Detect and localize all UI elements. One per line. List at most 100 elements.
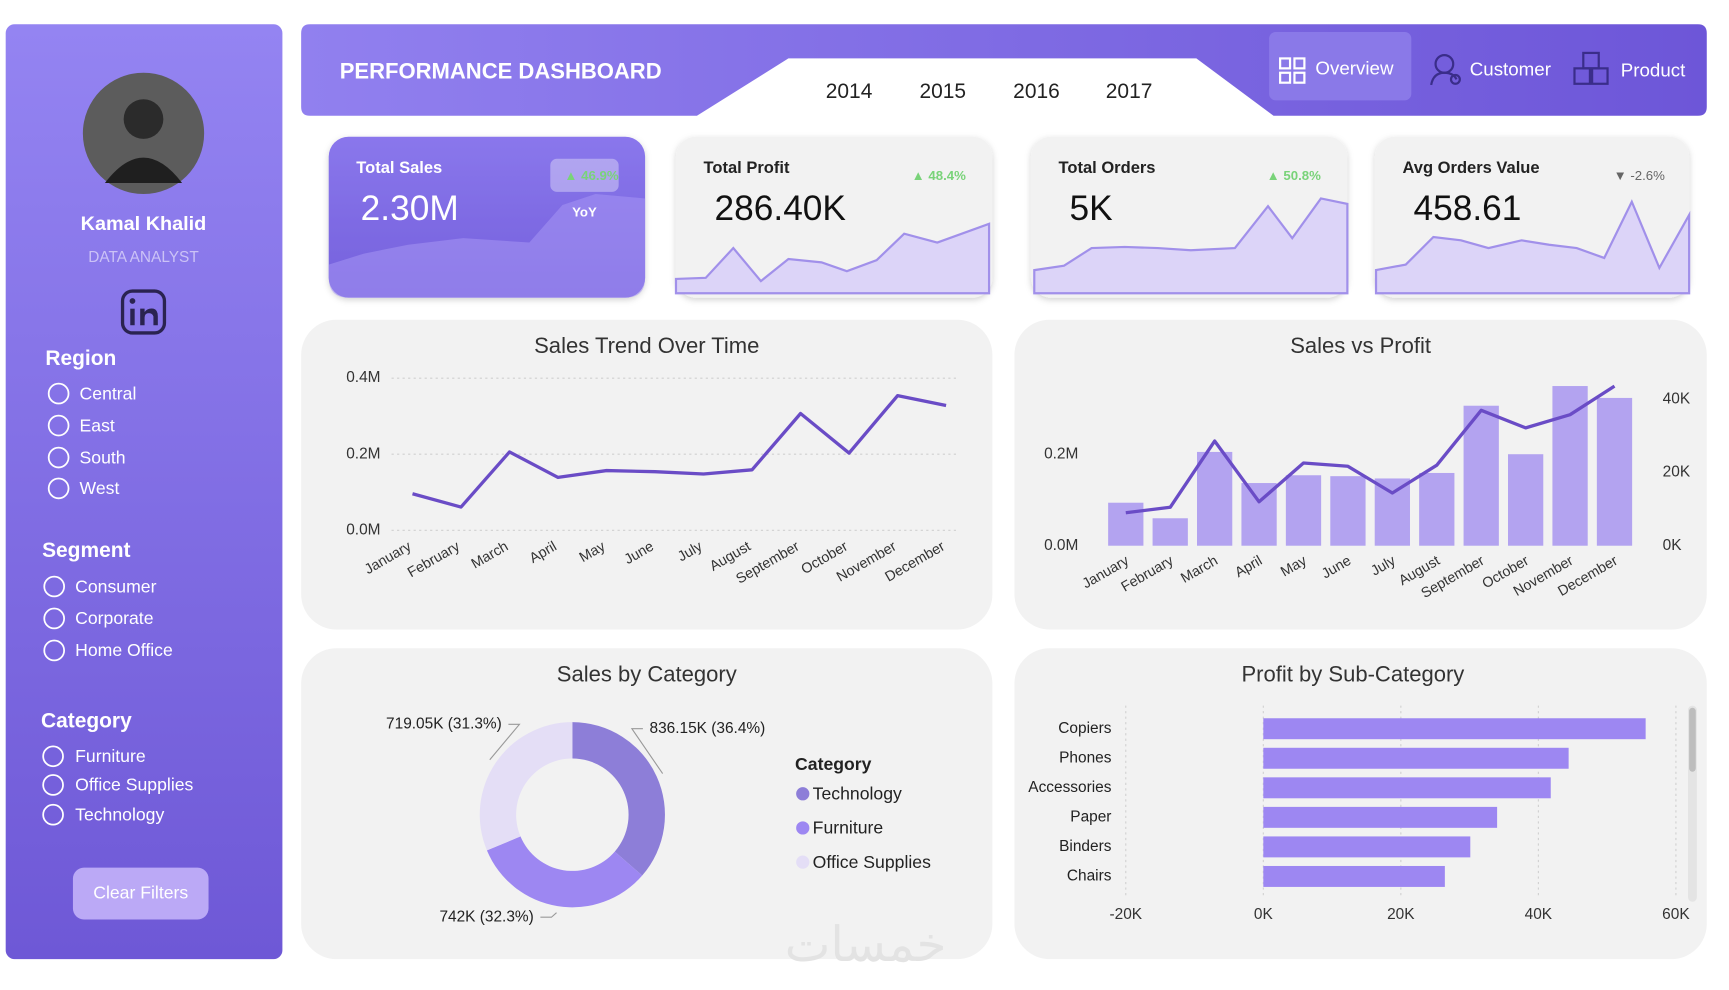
filter-option[interactable]: Corporate [75, 608, 154, 628]
product-icon [1573, 51, 1609, 85]
bar [1152, 518, 1188, 546]
filter-option[interactable]: Technology [75, 804, 164, 824]
linkedin-icon-part [130, 308, 135, 326]
kpi-title: Total Orders [1059, 158, 1156, 177]
y-tick-label: Chairs [1067, 868, 1112, 885]
kpi-change: ▲ 50.8% [1267, 168, 1321, 183]
legend-label[interactable]: Office Supplies [813, 852, 931, 872]
bar [1330, 476, 1366, 546]
bar [1263, 836, 1471, 858]
filter-title: Segment [42, 539, 130, 562]
linkedin-icon-part [129, 298, 136, 304]
year-tab[interactable]: 2014 [826, 80, 873, 103]
filter-radio[interactable] [43, 639, 66, 662]
legend-label[interactable]: Technology [813, 784, 902, 804]
nav-tab[interactable]: Product [1621, 60, 1686, 81]
chart-title: Profit by Sub-Category [1241, 662, 1464, 687]
avatar-body [104, 157, 183, 184]
filter-option[interactable]: South [80, 447, 126, 467]
filter-radio[interactable] [42, 745, 64, 768]
leader-line [630, 728, 664, 774]
linkedin-icon[interactable] [120, 289, 167, 335]
legend-label[interactable]: Furniture [813, 818, 884, 838]
avatar-head [123, 99, 164, 139]
legend-title: Category [795, 754, 872, 774]
nav-tab[interactable]: Customer [1470, 59, 1551, 80]
kpi-title: Avg Orders Value [1402, 158, 1539, 177]
profile-name: Kamal Khalid [81, 213, 207, 235]
kpi-change: ▲ 48.4% [912, 168, 966, 183]
y-tick-label: Accessories [1028, 779, 1111, 796]
filter-radio[interactable] [43, 607, 66, 630]
legend-swatch [796, 787, 810, 801]
data-label: 836.15K (36.4%) [650, 720, 766, 737]
filter-radio[interactable] [43, 575, 66, 598]
kpi-title: Total Profit [704, 158, 790, 177]
scrollbar-thumb[interactable] [1689, 707, 1696, 772]
filter-radio[interactable] [47, 382, 70, 405]
x-tick-label: -20K [1109, 906, 1142, 923]
y-tick-label: Binders [1059, 838, 1112, 855]
kpi-value: 458.61 [1414, 189, 1522, 228]
bar [1263, 865, 1445, 887]
filter-title: Category [41, 710, 132, 733]
filter-radio[interactable] [47, 446, 70, 469]
customer-icon [1430, 54, 1461, 86]
y2-tick-label: 0K [1663, 537, 1683, 554]
filter-radio[interactable] [42, 803, 64, 826]
kpi-change: ▲ 46.9% [564, 168, 618, 183]
filter-option[interactable]: East [80, 415, 115, 435]
dashboard-title: PERFORMANCE DASHBOARD [340, 59, 662, 84]
year-tab[interactable]: 2016 [1013, 80, 1060, 103]
y-tick-label: Copiers [1058, 720, 1111, 737]
linkedin-icon-part [140, 308, 158, 326]
watermark: خمسات [785, 918, 947, 972]
bar [1108, 502, 1144, 546]
filter-radio[interactable] [47, 477, 70, 500]
y2-tick-label: 20K [1663, 464, 1691, 481]
chart-title: Sales by Category [557, 662, 737, 687]
donut-slice [486, 836, 643, 908]
filter-option[interactable]: Central [80, 383, 137, 403]
filter-option[interactable]: West [80, 478, 120, 498]
y2-tick-label: 40K [1663, 390, 1691, 407]
x-tick-label: 60K [1662, 906, 1690, 923]
filter-option[interactable]: Furniture [75, 746, 146, 766]
bar [1552, 386, 1588, 546]
panel [301, 319, 993, 630]
filter-radio[interactable] [42, 774, 64, 796]
sparkline [1374, 199, 1691, 295]
bar [1263, 806, 1498, 828]
sparkline [1033, 197, 1349, 295]
bar [1463, 405, 1499, 546]
year-tab[interactable]: 2017 [1106, 80, 1153, 103]
filter-option[interactable]: Home Office [75, 640, 173, 660]
clear-filters-label[interactable]: Clear Filters [93, 883, 188, 903]
bar [1196, 451, 1233, 546]
y-tick-label: 0.2M [346, 445, 380, 462]
sparkline [328, 194, 646, 298]
nav-tab[interactable]: Overview [1315, 57, 1394, 78]
chart-title: Sales Trend Over Time [534, 333, 759, 358]
x-tick-label: 0K [1254, 906, 1274, 923]
filter-option[interactable]: Consumer [75, 576, 156, 596]
kpi-badge [550, 158, 619, 192]
kpi-change: ▼ -2.6% [1614, 168, 1666, 183]
clear-filters-button[interactable] [72, 867, 209, 920]
sidebar [5, 24, 283, 960]
bar [1374, 478, 1410, 546]
bar [1263, 777, 1551, 799]
kpi-value: 5K [1070, 189, 1114, 228]
line-series [412, 393, 947, 509]
kpi-badge-label: YoY [572, 204, 597, 219]
bar [1285, 475, 1322, 546]
y-tick-label: 0.0M [1044, 537, 1078, 554]
filter-option[interactable]: Office Supplies [75, 775, 193, 795]
year-tab[interactable]: 2015 [919, 80, 966, 103]
bar [1596, 397, 1633, 546]
sparkline [674, 222, 991, 295]
donut-slice [479, 722, 573, 851]
filter-radio[interactable] [47, 414, 70, 437]
